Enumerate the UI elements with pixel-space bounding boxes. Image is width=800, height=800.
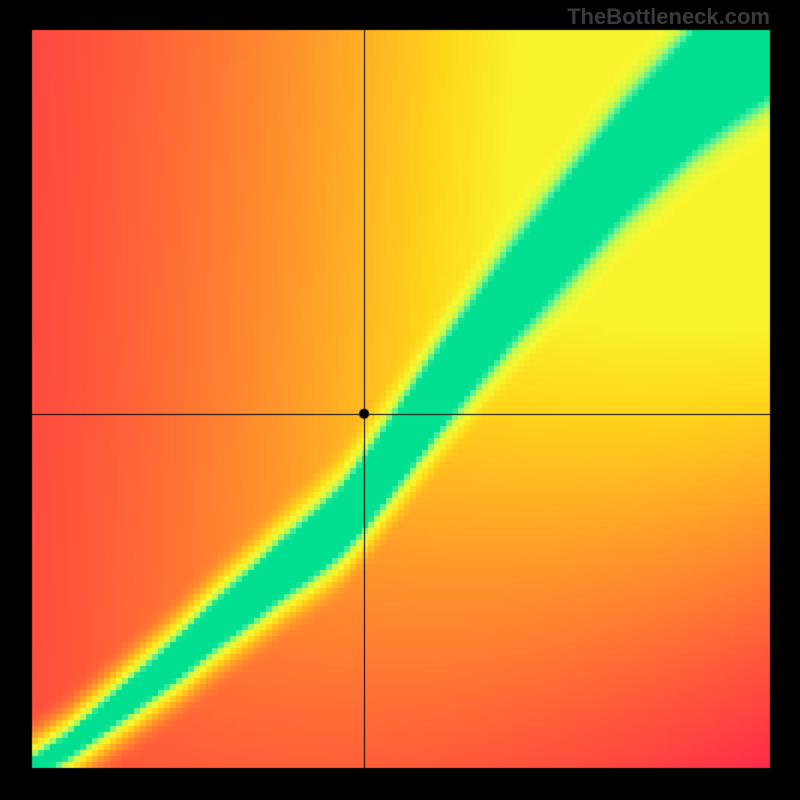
heatmap-canvas [0, 0, 800, 800]
watermark-text: TheBottleneck.com [567, 4, 770, 30]
chart-container: TheBottleneck.com [0, 0, 800, 800]
